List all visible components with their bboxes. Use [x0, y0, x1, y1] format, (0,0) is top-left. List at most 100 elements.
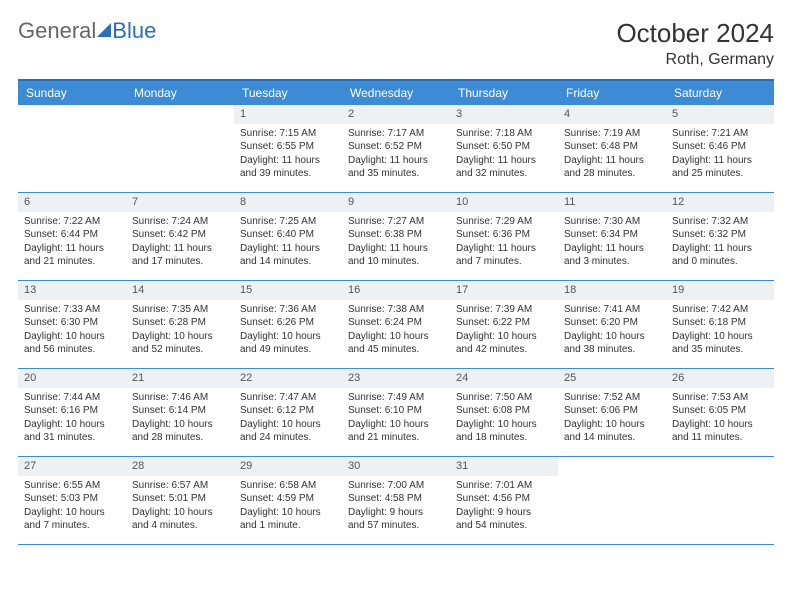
day-sunrise: Sunrise: 6:55 AM	[24, 479, 120, 493]
day-sunrise: Sunrise: 7:44 AM	[24, 391, 120, 405]
day-number: 26	[666, 369, 774, 388]
day-header: Thursday	[450, 81, 558, 105]
day-day1: Daylight: 11 hours	[456, 242, 552, 256]
day-day2: and 10 minutes.	[348, 255, 444, 269]
day-number: 30	[342, 457, 450, 476]
day-sunrise: Sunrise: 7:42 AM	[672, 303, 768, 317]
day-sunset: Sunset: 6:32 PM	[672, 228, 768, 242]
day-sunrise: Sunrise: 7:39 AM	[456, 303, 552, 317]
day-sunset: Sunset: 6:20 PM	[564, 316, 660, 330]
day-sunrise: Sunrise: 7:33 AM	[24, 303, 120, 317]
day-sunset: Sunset: 6:18 PM	[672, 316, 768, 330]
day-sunset: Sunset: 6:34 PM	[564, 228, 660, 242]
day-sunrise: Sunrise: 7:38 AM	[348, 303, 444, 317]
calendar-cell: 11 Sunrise: 7:30 AMSunset: 6:34 PMDayligh…	[558, 193, 666, 281]
location: Roth, Germany	[616, 51, 774, 69]
day-day2: and 56 minutes.	[24, 343, 120, 357]
day-sunrise: Sunrise: 7:53 AM	[672, 391, 768, 405]
logo-text-1: General	[18, 18, 96, 44]
day-sunset: Sunset: 6:48 PM	[564, 140, 660, 154]
logo-triangle-icon	[97, 23, 111, 37]
day-number: 11	[558, 193, 666, 212]
day-day1: Daylight: 10 hours	[24, 418, 120, 432]
day-sunrise: Sunrise: 7:22 AM	[24, 215, 120, 229]
day-number: 12	[666, 193, 774, 212]
day-sunset: Sunset: 6:44 PM	[24, 228, 120, 242]
day-day1: Daylight: 9 hours	[456, 506, 552, 520]
calendar-cell: 20 Sunrise: 7:44 AMSunset: 6:16 PMDayligh…	[18, 369, 126, 457]
day-sunset: Sunset: 6:22 PM	[456, 316, 552, 330]
calendar-cell: 14Sunrise: 7:35 AMSunset: 6:28 PMDayligh…	[126, 281, 234, 369]
calendar-cell: 19 Sunrise: 7:42 AMSunset: 6:18 PMDayligh…	[666, 281, 774, 369]
day-day2: and 3 minutes.	[564, 255, 660, 269]
day-sunrise: Sunrise: 7:35 AM	[132, 303, 228, 317]
day-sunrise: Sunrise: 7:29 AM	[456, 215, 552, 229]
day-number: 3	[450, 105, 558, 124]
calendar-grid: SundayMondayTuesdayWednesdayThursdayFrid…	[18, 79, 774, 545]
day-sunset: Sunset: 6:24 PM	[348, 316, 444, 330]
day-sunset: Sunset: 6:55 PM	[240, 140, 336, 154]
day-number: 9	[342, 193, 450, 212]
day-day1: Daylight: 10 hours	[132, 506, 228, 520]
day-day1: Daylight: 10 hours	[24, 330, 120, 344]
day-day2: and 17 minutes.	[132, 255, 228, 269]
calendar-cell: 16Sunrise: 7:38 AMSunset: 6:24 PMDayligh…	[342, 281, 450, 369]
day-sunrise: Sunrise: 7:01 AM	[456, 479, 552, 493]
day-day1: Daylight: 10 hours	[240, 330, 336, 344]
day-day2: and 39 minutes.	[240, 167, 336, 181]
day-sunset: Sunset: 6:42 PM	[132, 228, 228, 242]
day-sunset: Sunset: 6:08 PM	[456, 404, 552, 418]
calendar-cell: 26Sunrise: 7:53 AMSunset: 6:05 PMDayligh…	[666, 369, 774, 457]
day-day1: Daylight: 10 hours	[456, 418, 552, 432]
calendar-cell: 9Sunrise: 7:27 AMSunset: 6:38 PMDaylight…	[342, 193, 450, 281]
day-sunrise: Sunrise: 7:21 AM	[672, 127, 768, 141]
day-sunrise: Sunrise: 7:36 AM	[240, 303, 336, 317]
day-day2: and 25 minutes.	[672, 167, 768, 181]
day-sunrise: Sunrise: 7:17 AM	[348, 127, 444, 141]
day-number: 13	[18, 281, 126, 300]
day-number: 17	[450, 281, 558, 300]
day-sunset: Sunset: 5:03 PM	[24, 492, 120, 506]
day-day1: Daylight: 10 hours	[240, 506, 336, 520]
day-header: Wednesday	[342, 81, 450, 105]
day-day1: Daylight: 11 hours	[564, 242, 660, 256]
day-day1: Daylight: 10 hours	[456, 330, 552, 344]
day-sunset: Sunset: 4:59 PM	[240, 492, 336, 506]
day-day1: Daylight: 10 hours	[672, 330, 768, 344]
day-number: 19	[666, 281, 774, 300]
day-sunrise: Sunrise: 7:30 AM	[564, 215, 660, 229]
calendar-cell: 3Sunrise: 7:18 AMSunset: 6:50 PMDaylight…	[450, 105, 558, 193]
calendar-cell: 6Sunrise: 7:22 AMSunset: 6:44 PMDaylight…	[18, 193, 126, 281]
calendar-cell: 2Sunrise: 7:17 AMSunset: 6:52 PMDaylight…	[342, 105, 450, 193]
calendar-cell: 24Sunrise: 7:50 AMSunset: 6:08 PMDayligh…	[450, 369, 558, 457]
calendar-cell: 8Sunrise: 7:25 AMSunset: 6:40 PMDaylight…	[234, 193, 342, 281]
day-sunrise: Sunrise: 7:19 AM	[564, 127, 660, 141]
day-sunset: Sunset: 6:16 PM	[24, 404, 120, 418]
day-day1: Daylight: 10 hours	[564, 330, 660, 344]
day-day1: Daylight: 10 hours	[564, 418, 660, 432]
day-number: 5	[666, 105, 774, 124]
calendar-cell: 7Sunrise: 7:24 AMSunset: 6:42 PMDaylight…	[126, 193, 234, 281]
day-number: 22	[234, 369, 342, 388]
day-sunrise: Sunrise: 7:52 AM	[564, 391, 660, 405]
day-sunset: Sunset: 6:26 PM	[240, 316, 336, 330]
day-number: 6	[18, 193, 126, 212]
calendar-cell: 28Sunrise: 6:57 AMSunset: 5:01 PMDayligh…	[126, 457, 234, 545]
day-day1: Daylight: 11 hours	[348, 154, 444, 168]
calendar-cell: 1Sunrise: 7:15 AMSunset: 6:55 PMDaylight…	[234, 105, 342, 193]
day-day1: Daylight: 10 hours	[132, 330, 228, 344]
day-number: 14	[126, 281, 234, 300]
day-sunset: Sunset: 6:50 PM	[456, 140, 552, 154]
day-number: 20	[18, 369, 126, 388]
day-sunrise: Sunrise: 7:49 AM	[348, 391, 444, 405]
day-sunset: Sunset: 6:38 PM	[348, 228, 444, 242]
day-day1: Daylight: 11 hours	[456, 154, 552, 168]
calendar-cell: 22Sunrise: 7:47 AMSunset: 6:12 PMDayligh…	[234, 369, 342, 457]
day-number: 4	[558, 105, 666, 124]
day-day2: and 28 minutes.	[564, 167, 660, 181]
day-number: 21	[126, 369, 234, 388]
day-number: 10	[450, 193, 558, 212]
day-day1: Daylight: 11 hours	[240, 154, 336, 168]
day-sunset: Sunset: 6:14 PM	[132, 404, 228, 418]
day-day2: and 18 minutes.	[456, 431, 552, 445]
